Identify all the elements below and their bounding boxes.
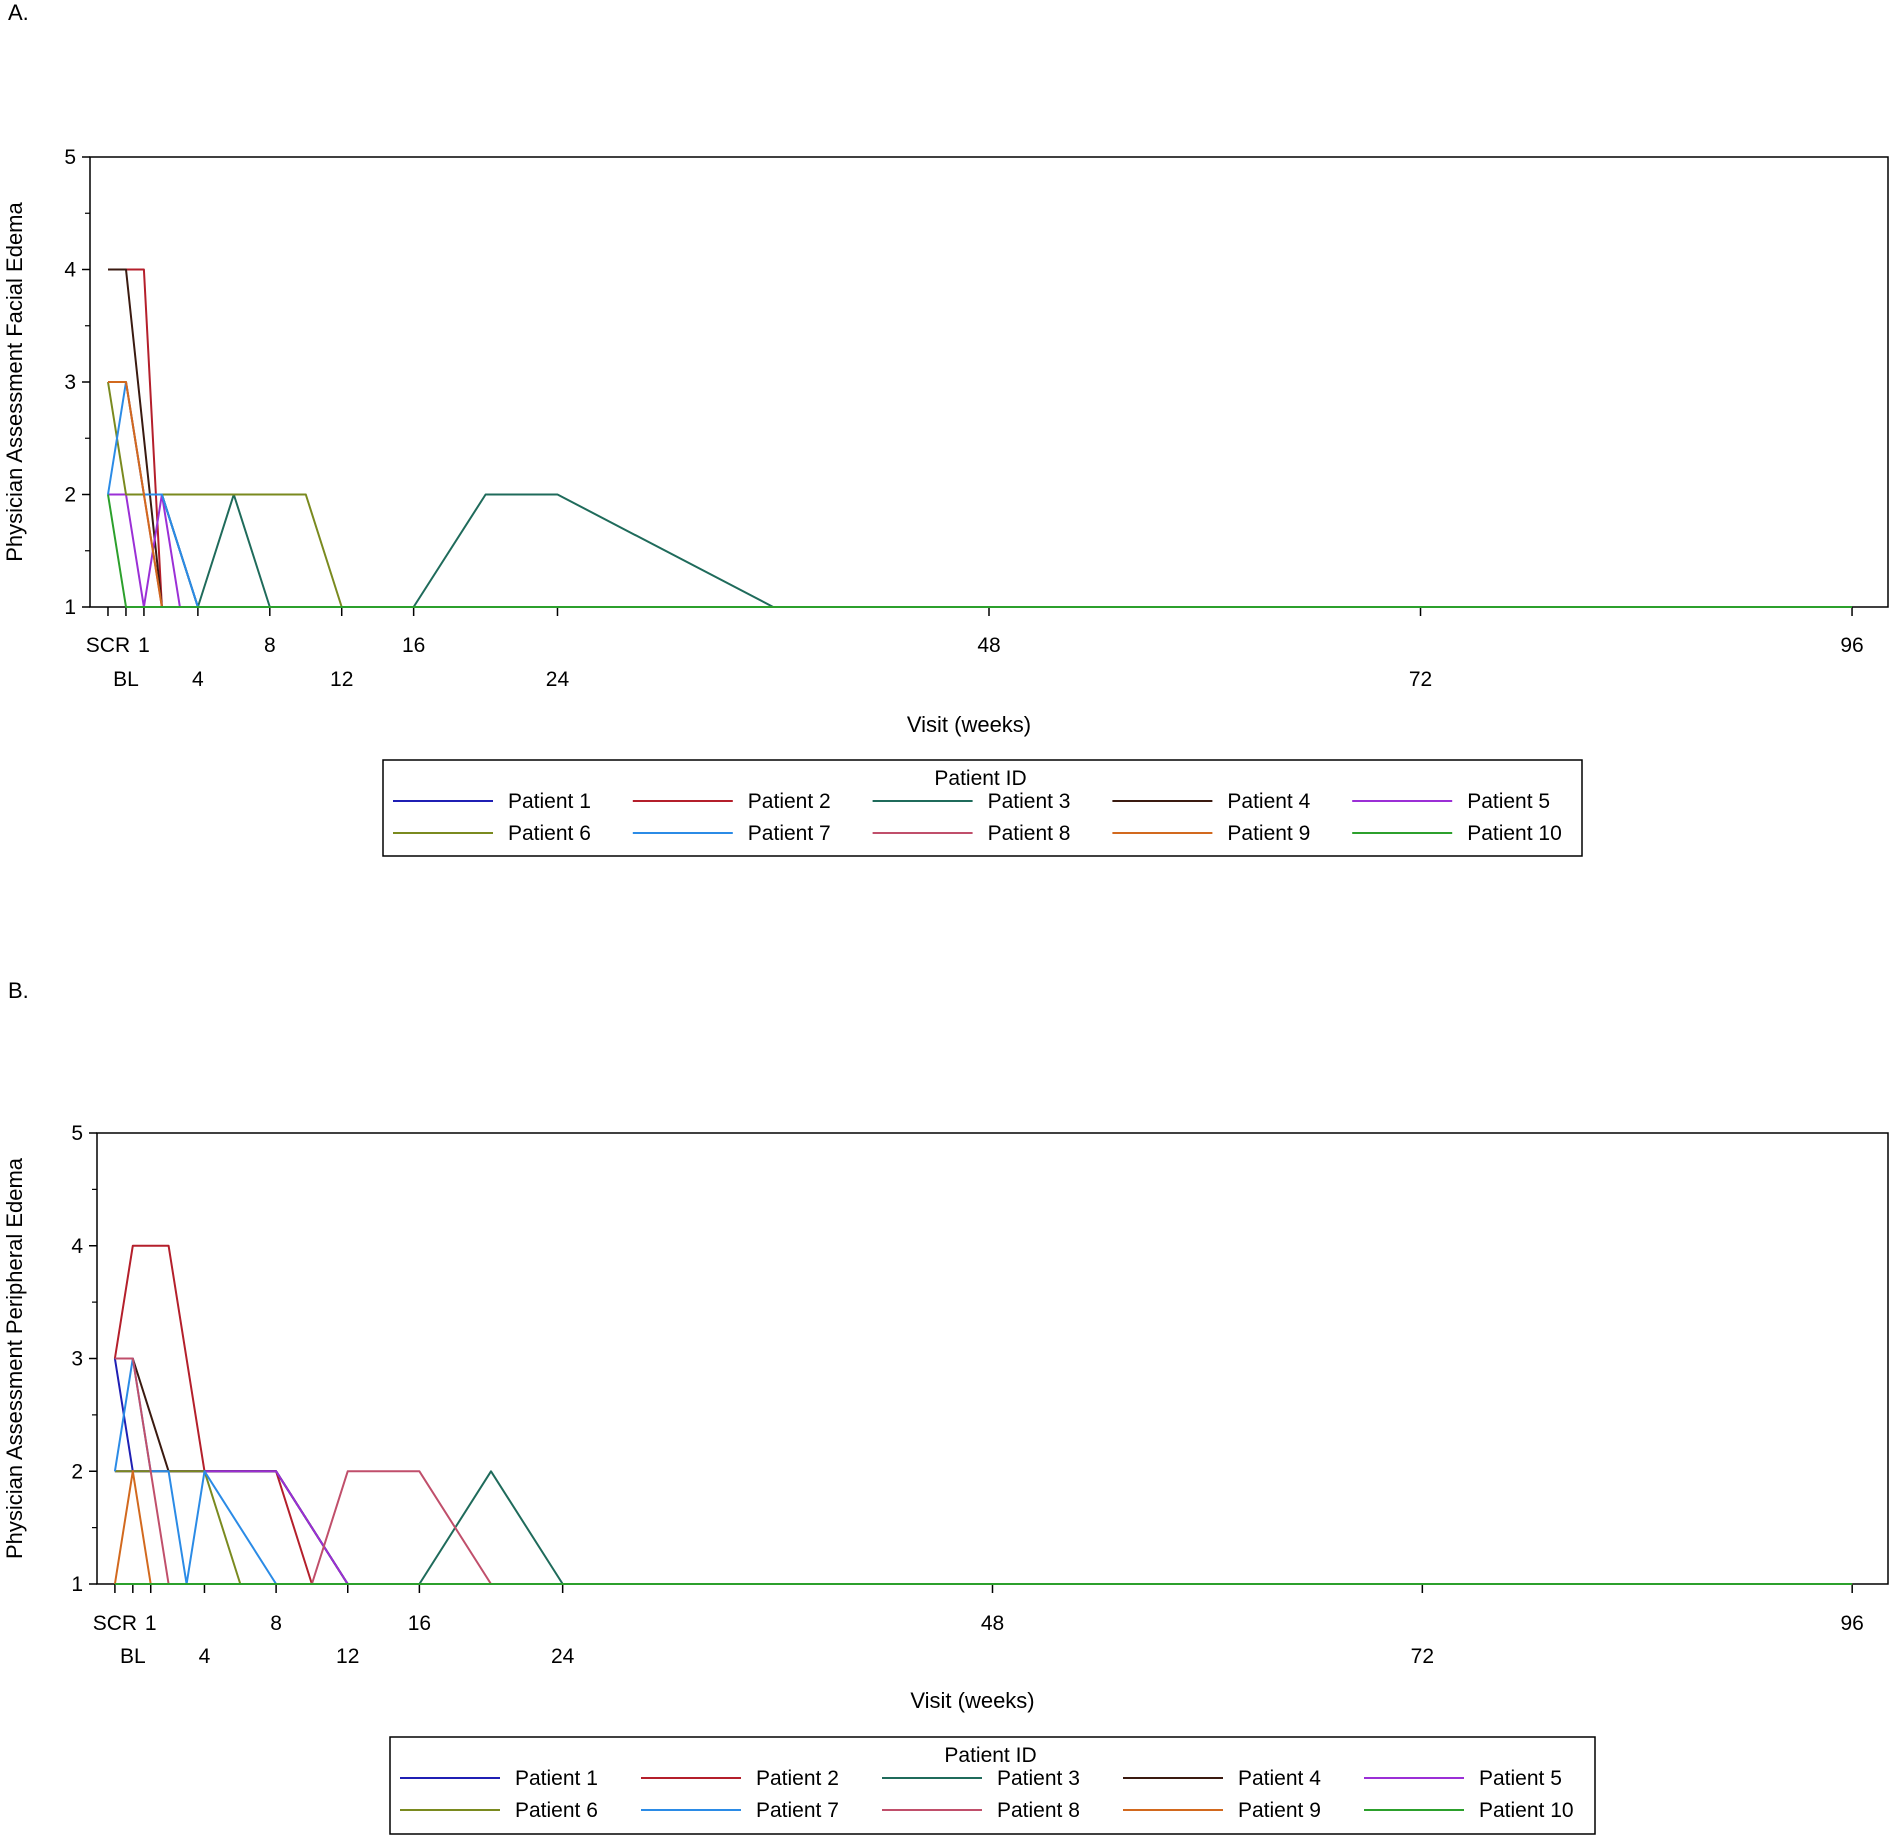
x-tick-label: SCR	[86, 634, 130, 657]
x-tick-label: 48	[981, 1612, 1004, 1635]
series-line-6	[114, 1470, 1853, 1585]
x-tick-label: 24	[546, 668, 570, 691]
legend-item-label: Patient 2	[748, 790, 831, 813]
x-tick-label: 72	[1411, 1645, 1434, 1668]
legend-item-label: Patient 4	[1238, 1767, 1321, 1790]
y-axis-label: Physician Assessment Facial Edema	[2, 201, 27, 561]
legend-item-label: Patient 1	[515, 1767, 598, 1790]
plot-frame	[96, 1132, 1889, 1585]
series-line-3	[108, 493, 1852, 608]
y-tick-label: 4	[71, 1235, 83, 1258]
legend-item-label: Patient 1	[508, 790, 591, 813]
legend-item-label: Patient 9	[1238, 1799, 1321, 1822]
y-tick-label: 4	[64, 259, 76, 282]
x-tick-label: 8	[270, 1612, 282, 1635]
legend-item-label: Patient 5	[1479, 1767, 1562, 1790]
x-tick-label: 96	[1840, 634, 1863, 657]
legend-item-label: Patient 3	[997, 1767, 1080, 1790]
y-tick-label: 1	[64, 596, 76, 619]
legend-item-label: Patient 8	[997, 1799, 1080, 1822]
x-tick-label: 16	[408, 1612, 431, 1635]
series-line-5	[108, 493, 1852, 608]
x-tick-label: 4	[199, 1645, 211, 1668]
x-tick-label: 1	[138, 634, 150, 657]
series-line-6	[107, 381, 1852, 608]
y-tick-label: 2	[71, 1460, 83, 1483]
y-tick-label: 1	[71, 1573, 83, 1596]
x-tick-label: SCR	[93, 1612, 137, 1635]
x-tick-label: 12	[330, 668, 353, 691]
x-axis-label: Visit (weeks)	[907, 712, 1031, 737]
legend-item-label: Patient 5	[1467, 790, 1550, 813]
x-tick-label: 4	[192, 668, 204, 691]
series-line-5	[114, 1470, 1853, 1585]
plot-frame	[89, 156, 1889, 608]
x-tick-label: 72	[1409, 668, 1432, 691]
series-line-9	[108, 381, 1852, 608]
series-line-9	[113, 1470, 1853, 1585]
legend-item-label: Patient 7	[748, 822, 831, 845]
x-tick-label: BL	[113, 668, 139, 691]
panel-b-label: B.	[8, 978, 29, 1003]
y-tick-label: 5	[71, 1122, 83, 1145]
legend-item-label: Patient 7	[756, 1799, 839, 1822]
panel-a-label: A.	[8, 0, 29, 25]
legend-title: Patient ID	[944, 1744, 1036, 1767]
legend-item-label: Patient 2	[756, 1767, 839, 1790]
legend-item-label: Patient 4	[1227, 790, 1310, 813]
x-tick-label: 24	[551, 1645, 575, 1668]
y-tick-label: 3	[64, 371, 76, 394]
x-tick-label: 96	[1841, 1612, 1864, 1635]
legend-item-label: Patient 9	[1227, 822, 1310, 845]
series-line-8	[114, 1357, 1853, 1585]
legend-box	[382, 759, 1583, 857]
series-line-10	[107, 494, 1852, 608]
x-tick-label: 12	[336, 1645, 359, 1668]
legend-item-label: Patient 6	[515, 1799, 598, 1822]
series-line-3	[114, 1470, 1853, 1585]
x-tick-label: 48	[977, 634, 1000, 657]
legend-box	[389, 1736, 1596, 1835]
series-line-4	[108, 268, 1852, 608]
x-tick-label: 8	[264, 634, 276, 657]
legend-item-label: Patient 10	[1479, 1799, 1574, 1822]
series-line-7	[107, 381, 1852, 608]
y-tick-label: 3	[71, 1348, 83, 1371]
series-line-8	[108, 381, 1852, 608]
legend-item-label: Patient 3	[988, 790, 1071, 813]
legend-title: Patient ID	[934, 767, 1026, 790]
series-line-2	[113, 1244, 1853, 1585]
series-line-2	[108, 268, 1852, 608]
legend-item-label: Patient 6	[508, 822, 591, 845]
y-axis-label: Physician Assessment Peripheral Edema	[2, 1157, 27, 1559]
x-axis-label: Visit (weeks)	[910, 1688, 1034, 1713]
x-tick-label: 1	[145, 1612, 157, 1635]
x-tick-label: 16	[402, 634, 425, 657]
y-tick-label: 2	[64, 484, 76, 507]
y-tick-label: 5	[64, 146, 76, 169]
legend-item-label: Patient 10	[1467, 822, 1562, 845]
series-line-1	[108, 493, 1852, 608]
x-tick-label: BL	[120, 1645, 146, 1668]
legend-item-label: Patient 8	[988, 822, 1071, 845]
